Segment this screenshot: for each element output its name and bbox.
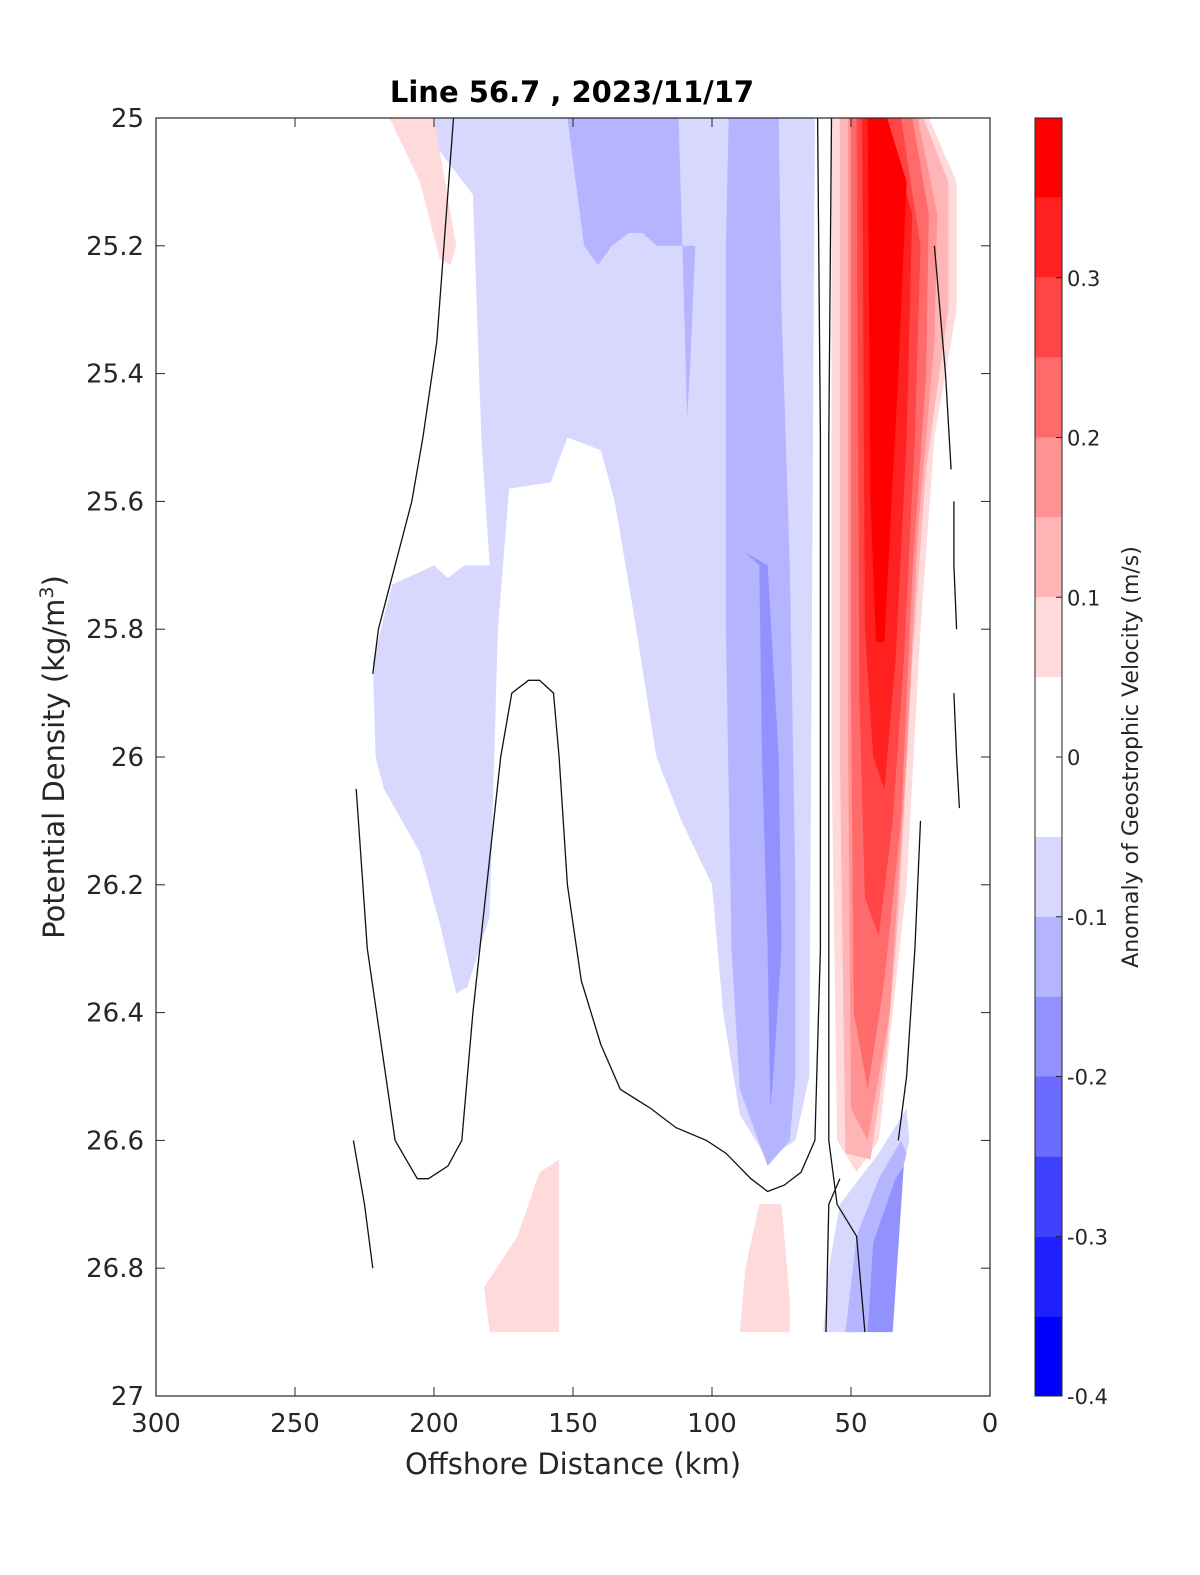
x-tick-label: 100	[687, 1409, 737, 1439]
y-tick-label: 25.8	[86, 615, 144, 645]
colorbar-swatch-13	[1035, 277, 1062, 358]
zero-contour-line-1	[372, 118, 455, 674]
y-tick-label: 25	[111, 104, 144, 134]
y-tick-label: 26.6	[86, 1126, 144, 1156]
contour-region-9	[484, 1159, 560, 1333]
contour-region-4	[745, 552, 782, 1109]
y-axis-label-sup: 3	[36, 586, 58, 598]
colorbar: -0.4 -0.3 -0.2 -0.1 0 0.1 0.2 0.3	[1034, 117, 1108, 1409]
x-tick-label: 0	[982, 1409, 999, 1439]
zero-contour-line-3	[828, 118, 866, 1333]
y-tick-label: 26.4	[86, 999, 144, 1029]
y-tick-label: 25.4	[86, 360, 144, 390]
colorbar-tick-label: -0.1	[1067, 906, 1108, 930]
colorbar-swatch-3	[1035, 1156, 1062, 1237]
colorbar-swatch-14	[1035, 197, 1062, 278]
zero-contour-line-6	[933, 245, 952, 470]
colorbar-tick-label: -0.2	[1067, 1066, 1108, 1090]
contour-region-8	[389, 118, 457, 265]
colorbar-tick-label: 0.3	[1067, 267, 1100, 291]
y-axis-label: Potential Density (kg/m3)	[36, 575, 71, 939]
contour-region-1	[372, 118, 815, 1160]
chart-title: Line 56.7 , 2023/11/17	[390, 75, 754, 109]
colorbar-swatch-12	[1035, 357, 1062, 438]
colorbar-swatch-6	[1035, 916, 1062, 997]
colorbar-tick-label: 0	[1067, 746, 1080, 770]
zero-contour-line-5	[825, 1178, 841, 1333]
x-tick-label: 300	[131, 1409, 181, 1439]
colorbar-tick-label: 0.2	[1067, 427, 1100, 451]
x-axis: 300 250 200 150 100 50 0	[131, 118, 998, 1439]
colorbar-swatch-7	[1035, 836, 1062, 917]
colorbar-label: Anomaly of Geostrophic Velocity (m/s)	[1119, 546, 1144, 968]
colorbar-swatch-5	[1035, 996, 1062, 1077]
y-tick-label: 25.2	[86, 232, 144, 262]
y-axis-label-main: Potential Density (kg/m	[37, 599, 71, 939]
y-tick-label: 26.8	[86, 1254, 144, 1284]
contour-region-10	[739, 1204, 790, 1333]
colorbar-swatch-2	[1035, 1236, 1062, 1317]
y-axis: 25 25.2 25.4 25.6 25.8 26 26.2 26.4 26.6 26.8 27	[86, 104, 990, 1412]
colorbar-tick-label: -0.4	[1067, 1385, 1108, 1409]
x-tick-label: 250	[270, 1409, 320, 1439]
zero-contour-line-7	[953, 501, 958, 630]
x-tick-label: 50	[834, 1409, 867, 1439]
colorbar-swatch-10	[1035, 517, 1062, 598]
contour-region-7	[867, 1166, 904, 1333]
colorbar-swatch-1	[1035, 1316, 1062, 1396]
zero-contour-line-2	[355, 118, 822, 1193]
colorbar-tick-label: -0.3	[1067, 1225, 1108, 1249]
y-axis-label-close: )	[37, 575, 71, 586]
x-tick-label: 200	[409, 1409, 459, 1439]
zero-contour-line-8	[953, 693, 961, 809]
colorbar-tick-label: 0.1	[1067, 586, 1100, 610]
contour-region-17	[867, 118, 907, 642]
zero-contour-line-9	[897, 820, 922, 1141]
y-tick-label: 25.6	[86, 487, 144, 517]
colorbar-swatch-15	[1035, 118, 1062, 198]
x-axis-label: Offshore Distance (km)	[405, 1447, 741, 1481]
y-tick-label: 26	[111, 743, 144, 773]
colorbar-swatch-4	[1035, 1076, 1062, 1157]
y-tick-label: 26.2	[86, 871, 144, 901]
contour-lines	[352, 118, 961, 1333]
contour-region-2	[567, 118, 696, 419]
x-tick-label: 150	[548, 1409, 598, 1439]
filled-contours	[372, 118, 957, 1333]
zero-contour-line-4	[352, 1140, 374, 1269]
colorbar-swatch-11	[1035, 437, 1062, 518]
colorbar-swatch-9	[1035, 597, 1062, 678]
y-tick-label: 27	[111, 1382, 144, 1412]
